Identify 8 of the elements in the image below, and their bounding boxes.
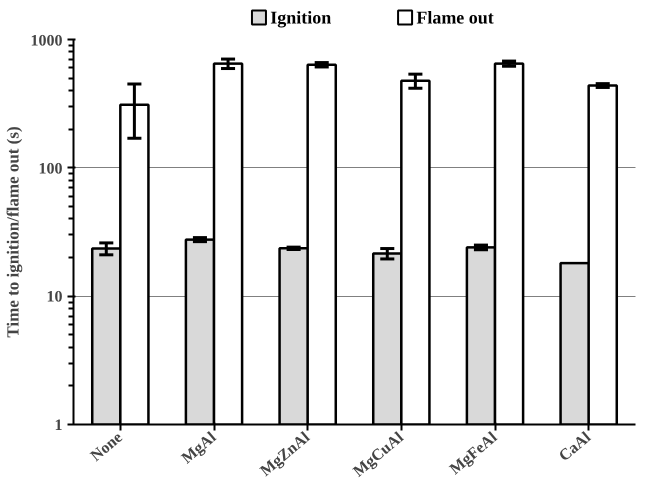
legend-label: Ignition bbox=[270, 8, 332, 28]
y-axis-title: Time to ignition/flame out (s) bbox=[4, 126, 22, 338]
y-tick-label: 1000 bbox=[30, 32, 62, 50]
y-tick-label: 1 bbox=[54, 417, 62, 434]
legend-label: Flame out bbox=[416, 8, 494, 28]
y-tick-label: 10 bbox=[46, 288, 62, 306]
y-tick-label: 100 bbox=[38, 160, 62, 178]
x-tick-label: None bbox=[88, 428, 126, 465]
